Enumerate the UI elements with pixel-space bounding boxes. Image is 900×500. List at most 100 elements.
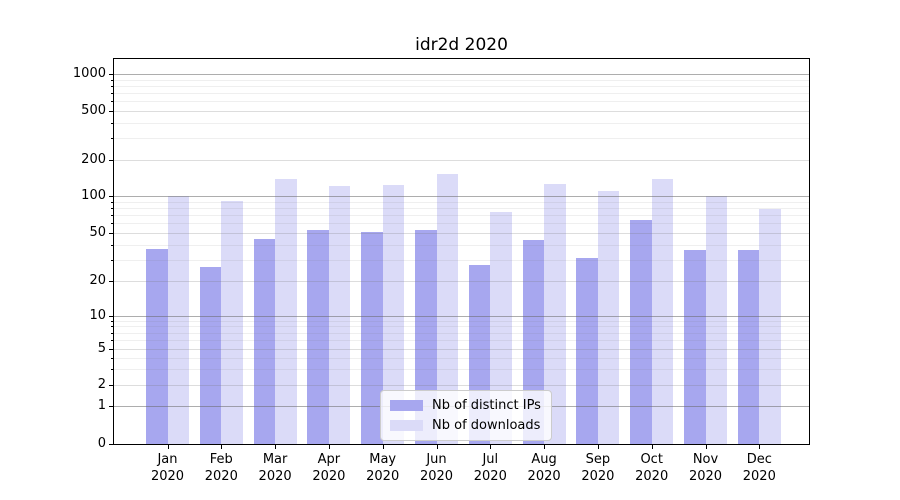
chart-legend: Nb of distinct IPs Nb of downloads xyxy=(380,390,552,441)
x-tick-year: 2020 xyxy=(635,469,669,484)
gridline-minor xyxy=(114,215,809,217)
gridline-minor xyxy=(114,208,809,210)
y-minor-tick-mark xyxy=(111,85,113,87)
bar-downloads xyxy=(382,185,405,444)
x-tick-month: Jun xyxy=(426,452,447,467)
x-tick-label: Nov 2020 xyxy=(674,451,738,485)
chart-title: idr2d 2020 xyxy=(415,35,508,55)
x-tick-year: 2020 xyxy=(742,469,776,484)
y-tick-label: 1000 xyxy=(72,65,106,81)
legend-swatch xyxy=(390,400,423,411)
bar-downloads xyxy=(705,196,727,444)
x-tick-mark xyxy=(167,445,169,449)
x-tick-mark xyxy=(436,445,438,449)
y-minor-tick-mark xyxy=(111,138,113,140)
x-tick-mark xyxy=(382,445,384,449)
gridline-minor xyxy=(114,244,809,246)
gridline xyxy=(114,280,809,282)
bar-downloads xyxy=(275,179,297,444)
bar-distinct-ips xyxy=(630,220,652,444)
y-minor-tick-mark xyxy=(111,101,113,103)
x-tick-mark xyxy=(221,445,223,449)
plot-area: Nb of distinct IPs Nb of downloads xyxy=(113,58,810,445)
bar-downloads xyxy=(597,191,620,444)
x-tick-mark xyxy=(275,445,277,449)
x-tick-month: Nov xyxy=(692,452,719,467)
gridline xyxy=(114,110,809,112)
y-minor-tick-mark xyxy=(111,357,113,359)
gridline-minor xyxy=(114,320,809,322)
y-minor-tick-mark xyxy=(111,259,113,261)
x-tick-year: 2020 xyxy=(366,469,400,484)
gridline-minor xyxy=(114,138,809,140)
y-tick-label: 200 xyxy=(81,151,106,167)
bar-downloads xyxy=(651,179,674,444)
y-tick-label: 1 xyxy=(97,398,106,414)
x-tick-mark xyxy=(544,445,546,449)
x-tick-month: Feb xyxy=(209,452,233,467)
x-tick-label: Feb 2020 xyxy=(189,451,253,485)
x-tick-label: Apr 2020 xyxy=(297,451,361,485)
gridline-minor xyxy=(114,357,809,359)
x-tick-label: Jun 2020 xyxy=(405,451,469,485)
y-tick-mark xyxy=(109,280,113,282)
y-tick-mark xyxy=(109,385,113,387)
y-minor-tick-mark xyxy=(111,208,113,210)
gridline-minor xyxy=(114,201,809,203)
x-tick-month: May xyxy=(369,452,397,467)
bar-distinct-ips xyxy=(307,230,329,444)
grid-layer xyxy=(114,59,809,444)
x-tick-label: Dec 2020 xyxy=(727,451,791,485)
bar-distinct-ips xyxy=(737,250,760,444)
bar-downloads xyxy=(167,196,189,444)
x-tick-mark xyxy=(705,445,707,449)
y-tick-mark xyxy=(109,233,113,235)
y-minor-tick-mark xyxy=(111,340,113,342)
y-tick-mark xyxy=(109,73,113,75)
gridline-minor xyxy=(114,332,809,334)
y-tick-label: 0 xyxy=(97,436,106,451)
y-minor-tick-mark xyxy=(111,320,113,322)
bar-downloads xyxy=(544,184,566,444)
x-tick-month: Sep xyxy=(585,452,611,467)
bar-distinct-ips xyxy=(253,238,276,444)
x-tick-mark xyxy=(490,445,492,449)
gridline-minor xyxy=(114,223,809,225)
x-tick-year: 2020 xyxy=(419,469,454,484)
gridline xyxy=(114,348,809,350)
legend-row: Nb of distinct IPs xyxy=(390,398,541,413)
x-tick-label: Oct 2020 xyxy=(620,451,684,485)
y-tick-label: 10 xyxy=(89,307,106,323)
bar-downloads xyxy=(328,185,351,444)
x-tick-label: Jan 2020 xyxy=(136,451,200,485)
y-minor-tick-mark xyxy=(111,332,113,334)
x-tick-year: 2020 xyxy=(688,469,723,484)
gridline xyxy=(114,385,809,387)
y-tick-label: 2 xyxy=(97,377,106,393)
y-tick-label: 100 xyxy=(81,188,106,204)
x-tick-year: 2020 xyxy=(527,469,561,484)
x-tick-year: 2020 xyxy=(150,469,185,484)
gridline-major xyxy=(114,315,809,317)
y-tick-label: 50 xyxy=(89,225,106,241)
x-tick-mark xyxy=(759,445,761,449)
y-tick-mark xyxy=(109,348,113,350)
bar-distinct-ips xyxy=(576,258,598,444)
bar-downloads xyxy=(490,212,512,444)
x-tick-label: Jul 2020 xyxy=(458,451,522,485)
y-minor-tick-mark xyxy=(111,369,113,371)
x-tick-mark xyxy=(651,445,653,449)
x-tick-mark xyxy=(328,445,330,449)
y-minor-tick-mark xyxy=(111,244,113,246)
gridline xyxy=(114,159,809,161)
bar-downloads xyxy=(436,173,458,444)
y-minor-tick-mark xyxy=(111,223,113,225)
x-tick-label: May 2020 xyxy=(351,451,415,485)
gridline-minor xyxy=(114,340,809,342)
x-tick-month: Aug xyxy=(531,452,557,467)
y-tick-label: 500 xyxy=(81,102,106,118)
x-tick-month: Apr xyxy=(317,452,341,467)
gridline-minor xyxy=(114,259,809,261)
x-tick-month: Dec xyxy=(746,452,772,467)
legend-swatch xyxy=(390,420,423,431)
